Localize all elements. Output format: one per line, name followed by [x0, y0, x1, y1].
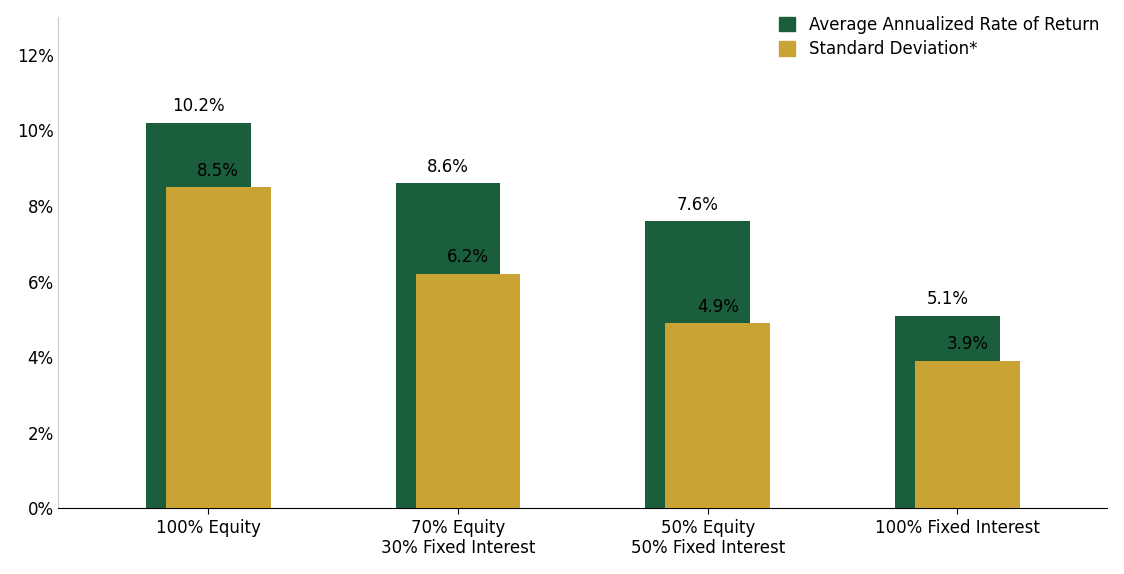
Text: 4.9%: 4.9%: [697, 297, 738, 316]
Bar: [915, 361, 1019, 508]
Bar: [665, 323, 770, 508]
Text: 7.6%: 7.6%: [677, 196, 718, 214]
Text: 8.6%: 8.6%: [427, 158, 469, 176]
Text: 3.9%: 3.9%: [946, 335, 988, 353]
Bar: [396, 183, 500, 508]
Legend: Average Annualized Rate of Return, Standard Deviation*: Average Annualized Rate of Return, Stand…: [779, 15, 1099, 59]
Text: 10.2%: 10.2%: [172, 98, 225, 115]
Text: 5.1%: 5.1%: [926, 290, 969, 308]
Bar: [645, 221, 750, 508]
Bar: [416, 274, 520, 508]
Text: 8.5%: 8.5%: [198, 161, 239, 180]
Bar: [166, 187, 271, 508]
Bar: [146, 123, 251, 508]
Bar: [895, 316, 1000, 508]
Text: 6.2%: 6.2%: [447, 249, 489, 266]
